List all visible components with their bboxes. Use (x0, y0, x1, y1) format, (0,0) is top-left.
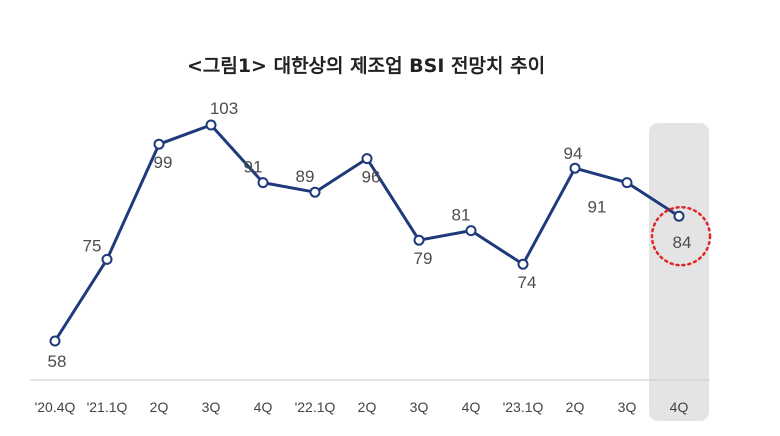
data-point (569, 162, 581, 174)
data-label: 91 (588, 198, 607, 217)
x-tick-label: 3Q (618, 399, 637, 415)
data-label: 103 (210, 99, 238, 118)
data-point (153, 138, 165, 150)
highlight-circle (650, 205, 712, 267)
data-point (517, 258, 529, 270)
data-point (101, 253, 113, 265)
x-tick-label: 3Q (410, 399, 429, 415)
data-label: 81 (452, 206, 471, 225)
chart-title: <그림1> 대한상의 제조업 BSI 전망치 추이 (187, 55, 545, 77)
data-label: 58 (48, 352, 67, 371)
data-label: 79 (414, 249, 433, 268)
data-point (257, 177, 269, 189)
data-point (413, 234, 425, 246)
x-tick-label: '20.4Q (35, 399, 76, 415)
data-point (465, 225, 477, 237)
data-label: 74 (518, 273, 537, 292)
x-tick-labels: '20.4Q '21.1Q 2Q 3Q 4Q '22.1Q 2Q 3Q 4Q '23.1Q 2Q 3Q… (35, 399, 689, 415)
x-tick-label: 4Q (462, 399, 481, 415)
data-point (205, 119, 217, 131)
data-label: 94 (564, 144, 583, 163)
data-point (673, 210, 685, 222)
data-label: 99 (154, 153, 173, 172)
x-tick-label: 4Q (670, 399, 689, 415)
data-label: 96 (362, 168, 381, 187)
x-tick-label: 4Q (254, 399, 273, 415)
x-tick-label: 2Q (358, 399, 377, 415)
data-label: 91 (244, 158, 263, 177)
data-label: 84 (673, 233, 692, 252)
data-label: 75 (83, 236, 102, 255)
x-tick-label: 2Q (150, 399, 169, 415)
data-point (49, 335, 61, 347)
x-tick-label: '23.1Q (503, 399, 544, 415)
data-point (309, 186, 321, 198)
data-label: 89 (296, 167, 315, 186)
x-tick-label: 3Q (202, 399, 221, 415)
x-tick-label: '21.1Q (87, 399, 128, 415)
series-layer: 58 75 99 103 91 89 96 79 81 74 94 91 84 (48, 99, 712, 371)
highlight-band (649, 123, 709, 421)
data-point (361, 153, 373, 165)
x-tick-label: 2Q (566, 399, 585, 415)
x-tick-label: '22.1Q (295, 399, 336, 415)
data-point (621, 177, 633, 189)
